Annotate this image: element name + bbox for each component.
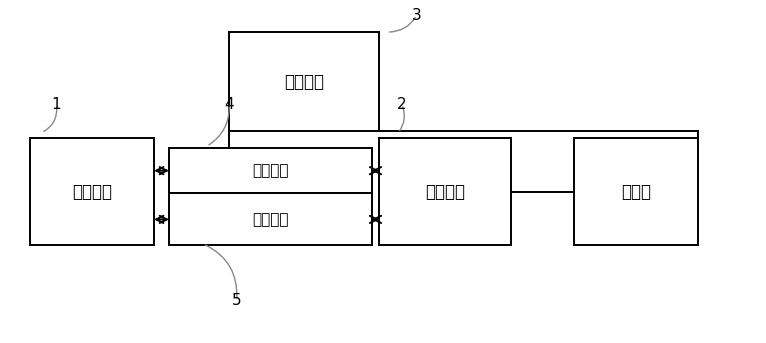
Text: 物理线束: 物理线束 bbox=[252, 163, 289, 178]
Text: 2: 2 bbox=[397, 97, 407, 112]
Bar bbox=[574, 138, 699, 246]
Text: 5: 5 bbox=[232, 293, 241, 308]
Bar bbox=[30, 138, 154, 246]
Bar bbox=[379, 138, 511, 246]
Text: 计量模块: 计量模块 bbox=[72, 183, 112, 201]
Text: 密封结构: 密封结构 bbox=[252, 212, 289, 227]
Bar bbox=[169, 148, 372, 193]
Text: 4: 4 bbox=[224, 97, 234, 112]
Text: 通讯模块: 通讯模块 bbox=[425, 183, 465, 201]
Text: 3: 3 bbox=[412, 8, 421, 23]
Text: 1: 1 bbox=[51, 97, 61, 112]
Text: 稽查模块: 稽查模块 bbox=[284, 73, 324, 91]
Bar bbox=[169, 193, 372, 246]
Text: 服务器: 服务器 bbox=[621, 183, 651, 201]
Bar bbox=[229, 32, 379, 131]
